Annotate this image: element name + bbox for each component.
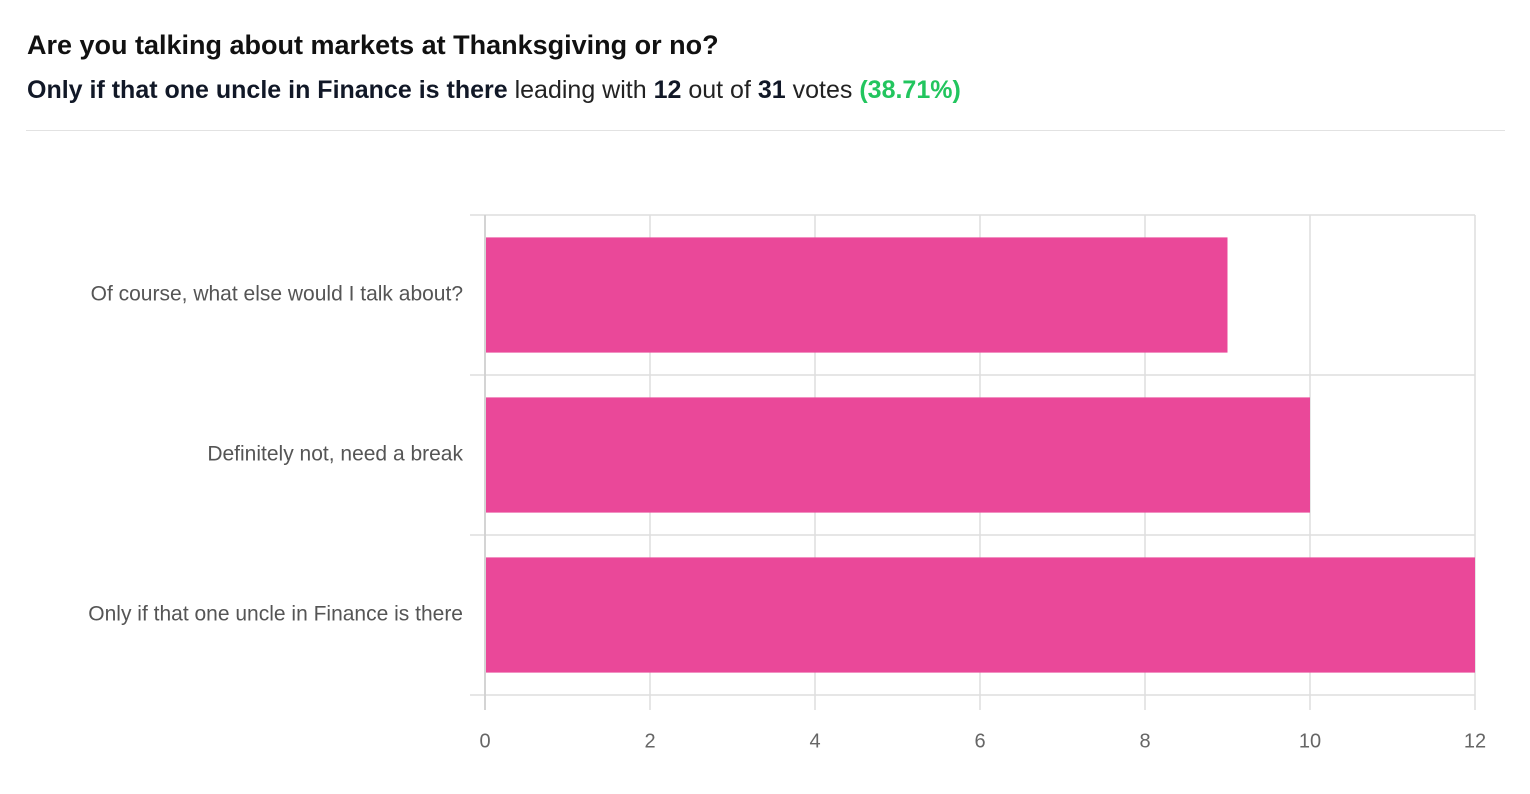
y-tick-label: Of course, what else would I talk about?: [91, 283, 463, 306]
x-tick-label: 6: [974, 730, 985, 752]
total-votes: 31: [757, 76, 786, 104]
x-tick-label: 8: [1139, 730, 1150, 752]
bar: [486, 397, 1310, 513]
leader: Only if that one uncle in Finance is the…: [27, 76, 508, 104]
subtitle-text: leading with: [514, 76, 647, 104]
header: Are you talking about markets at Thanksg…: [27, 30, 1505, 105]
y-tick-label: Definitely not, need a break: [207, 443, 463, 466]
share: (38.71%): [859, 76, 961, 104]
bar: [486, 237, 1228, 353]
x-tick-label: 2: [644, 730, 655, 752]
subtitle-text: votes: [792, 76, 853, 104]
bar: [486, 557, 1475, 673]
y-tick-label: Only if that one uncle in Finance is the…: [88, 603, 463, 626]
x-tick-label: 4: [809, 730, 820, 752]
chart-subtitle: Only if that one uncle in Finance is the…: [27, 76, 1505, 105]
chart-title: Are you talking about markets at Thanksg…: [27, 30, 719, 60]
divider: [26, 130, 1505, 131]
subtitle-text: out of: [688, 76, 751, 104]
x-tick-label: 0: [479, 730, 490, 752]
x-tick-label: 10: [1299, 730, 1321, 752]
leader-votes: 12: [653, 76, 682, 104]
x-tick-label: 12: [1464, 730, 1486, 752]
